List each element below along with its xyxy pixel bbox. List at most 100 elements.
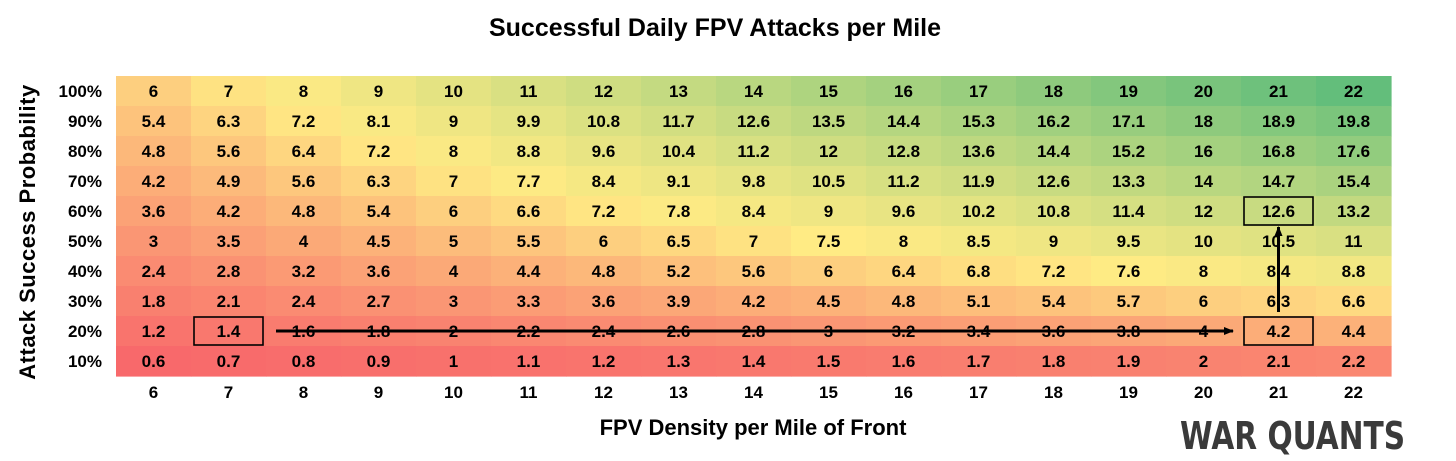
cell-value-label: 0.6 xyxy=(142,352,166,371)
cell-value-label: 3.9 xyxy=(667,292,691,311)
cell-value-label: 7.8 xyxy=(667,202,691,221)
heatmap-cell xyxy=(266,166,342,197)
heatmap-cell xyxy=(191,136,267,167)
x-tick-label: 15 xyxy=(819,383,838,402)
heatmap-cell xyxy=(416,106,492,137)
heatmap-cell xyxy=(1091,166,1167,197)
heatmap-cell xyxy=(116,286,192,317)
cell-value-label: 5.6 xyxy=(742,262,766,281)
cell-value-label: 4.5 xyxy=(367,232,391,251)
cell-value-label: 2.7 xyxy=(367,292,391,311)
cell-value-label: 14.4 xyxy=(887,112,921,131)
cell-value-label: 12 xyxy=(1194,202,1213,221)
heatmap-cell xyxy=(1016,256,1092,287)
heatmap-cell xyxy=(716,136,792,167)
cell-value-label: 4.8 xyxy=(142,142,166,161)
heatmap-cell xyxy=(866,286,942,317)
cell-value-label: 10.8 xyxy=(1037,202,1070,221)
heatmap-cell xyxy=(1091,106,1167,137)
cell-value-label: 8 xyxy=(1199,262,1208,281)
heatmap-cell xyxy=(416,346,492,377)
cell-value-label: 7 xyxy=(224,82,233,101)
heatmap-cell xyxy=(416,136,492,167)
cell-value-label: 14 xyxy=(1194,172,1213,191)
x-tick-label: 7 xyxy=(224,383,233,402)
cell-value-label: 2.1 xyxy=(1267,352,1291,371)
cell-value-label: 0.9 xyxy=(367,352,391,371)
cell-value-label: 21 xyxy=(1269,82,1288,101)
heatmap-cell xyxy=(341,286,417,317)
cell-value-label: 9 xyxy=(449,112,458,131)
heatmap-cell xyxy=(491,76,567,107)
cell-value-label: 18 xyxy=(1194,112,1213,131)
heatmap-cell xyxy=(1316,166,1392,197)
heatmap-cell xyxy=(641,166,717,197)
cell-value-label: 20 xyxy=(1194,82,1213,101)
y-tick-label: 20% xyxy=(68,322,102,341)
heatmap-cell xyxy=(791,166,867,197)
x-tick-label: 18 xyxy=(1044,383,1063,402)
heatmap-cell xyxy=(1316,346,1392,377)
cell-value-label: 7.6 xyxy=(1117,262,1141,281)
x-tick-label: 14 xyxy=(744,383,763,402)
cell-value-label: 11.7 xyxy=(662,112,694,131)
cell-value-label: 1.4 xyxy=(217,322,241,341)
cell-value-label: 18.9 xyxy=(1262,112,1295,131)
heatmap-cell xyxy=(1016,136,1092,167)
cell-value-label: 13.3 xyxy=(1112,172,1145,191)
cell-value-label: 11.2 xyxy=(737,142,769,161)
cell-value-label: 8 xyxy=(449,142,458,161)
heatmap-cell xyxy=(416,226,492,257)
cell-value-label: 6.4 xyxy=(292,142,316,161)
heatmap-cell xyxy=(866,166,942,197)
cell-value-label: 6 xyxy=(449,202,458,221)
heatmap-cell xyxy=(341,136,417,167)
cell-value-label: 1.2 xyxy=(592,352,616,371)
heatmap-cell xyxy=(191,256,267,287)
heatmap-cell xyxy=(641,346,717,377)
cell-value-label: 11.2 xyxy=(887,172,919,191)
cell-value-label: 4.8 xyxy=(892,292,916,311)
cell-value-label: 4.4 xyxy=(517,262,541,281)
heatmap-cell xyxy=(266,346,342,377)
heatmap-cell xyxy=(1241,76,1317,107)
heatmap-cell xyxy=(791,136,867,167)
cell-value-label: 3 xyxy=(149,232,158,251)
trend-arrows xyxy=(276,226,1283,335)
heatmap-cell xyxy=(566,346,642,377)
heatmap-cell xyxy=(116,256,192,287)
heatmap-cell xyxy=(1091,196,1167,227)
cell-value-label: 2 xyxy=(1199,352,1208,371)
cell-value-label: 11 xyxy=(520,82,538,101)
heatmap-cell xyxy=(1316,196,1392,227)
heatmap-cell xyxy=(1016,286,1092,317)
heatmap-cell xyxy=(716,76,792,107)
heatmap-cell xyxy=(566,196,642,227)
heatmap-cell xyxy=(641,136,717,167)
cell-value-label: 1.7 xyxy=(967,352,991,371)
war-quants-logo: WAR QUANTS xyxy=(1180,414,1406,458)
heatmap-cell xyxy=(566,106,642,137)
cell-value-label: 9 xyxy=(1049,232,1058,251)
cell-value-label: 9.5 xyxy=(1117,232,1141,251)
heatmap-cell xyxy=(941,226,1017,257)
heatmap-cell xyxy=(491,226,567,257)
cell-value-label: 7 xyxy=(449,172,458,191)
heatmap-cell xyxy=(1241,106,1317,137)
heatmap-cell xyxy=(266,106,342,137)
heatmap-cell xyxy=(1016,196,1092,227)
heatmap-cell xyxy=(941,136,1017,167)
cell-value-label: 17.1 xyxy=(1112,112,1145,131)
cell-value-label: 7.2 xyxy=(367,142,391,161)
cell-value-label: 6.3 xyxy=(367,172,391,191)
cell-value-label: 1.9 xyxy=(1117,352,1141,371)
cell-value-label: 13.6 xyxy=(962,142,995,161)
heatmap-cell xyxy=(566,136,642,167)
cell-value-label: 4.5 xyxy=(817,292,841,311)
heatmap-cell-labels: 6 7 8 9 10 11 12 13 14 15 16 17 18 19 20 21 225.4 6.3 7.2 8… xyxy=(142,82,1371,371)
heatmap-cell xyxy=(191,346,267,377)
x-tick-label: 9 xyxy=(374,383,383,402)
cell-value-label: 1.6 xyxy=(892,352,916,371)
heatmap-cell xyxy=(116,166,192,197)
cell-value-label: 0.8 xyxy=(292,352,316,371)
